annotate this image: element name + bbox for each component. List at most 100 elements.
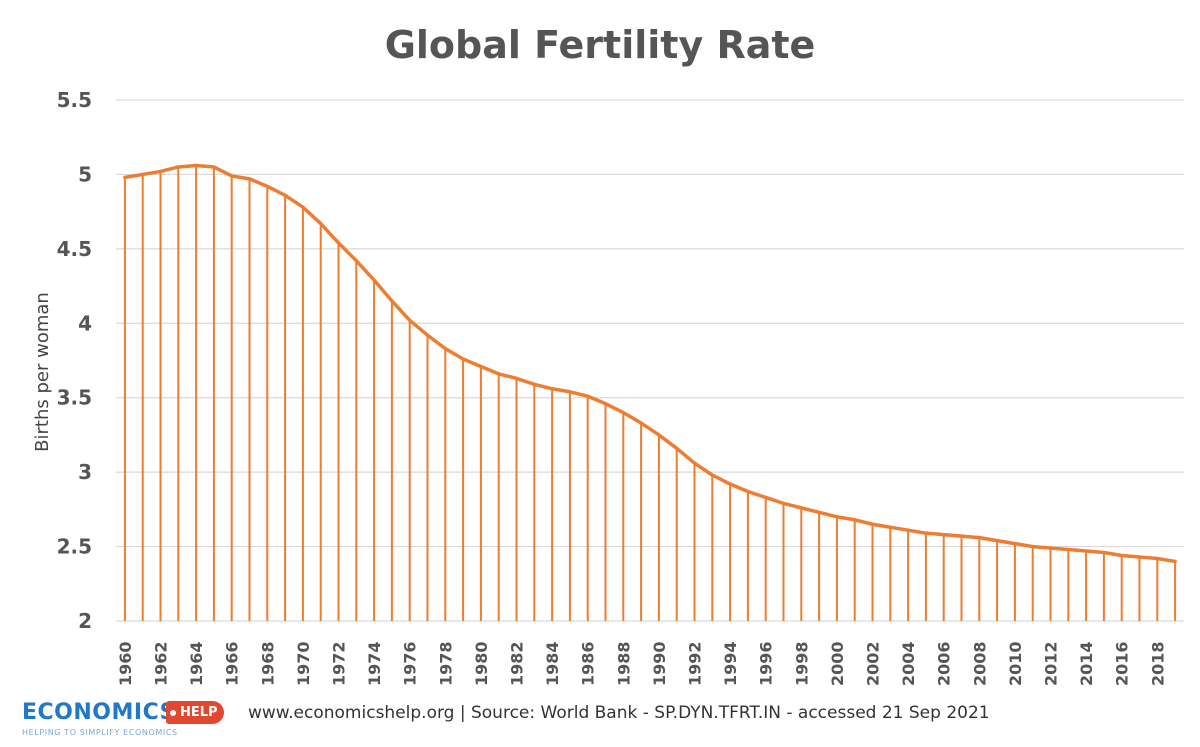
data-point-1972	[337, 241, 340, 245]
data-point-2014	[1084, 549, 1088, 553]
data-point-2005	[924, 531, 928, 535]
data-point-1982	[515, 376, 518, 380]
data-point-1976	[408, 318, 412, 322]
data-point-1969	[283, 193, 287, 197]
x-tick-label: 2010	[1006, 641, 1025, 686]
data-point-1988	[621, 411, 625, 415]
data-point-1961	[141, 172, 145, 176]
data-point-1980	[479, 364, 483, 368]
data-point-1968	[265, 184, 269, 188]
x-tick-label: 1998	[792, 641, 811, 686]
economicshelp-logo[interactable]: ECONOMICS HELP HELPING TO SIMPLIFY ECONO…	[22, 698, 224, 740]
series	[123, 163, 1177, 564]
data-point-2011	[1031, 545, 1035, 549]
x-tick-label: 1968	[258, 641, 277, 686]
data-point-2012	[1049, 546, 1052, 550]
data-point-1970	[301, 205, 305, 209]
data-point-2010	[1013, 542, 1017, 546]
y-tick-label: 2.5	[57, 535, 92, 559]
logo-word: ECONOMICS	[22, 700, 176, 725]
x-tick-label: 1972	[330, 641, 349, 686]
data-point-1992	[693, 461, 696, 465]
data-point-1960	[123, 175, 127, 179]
data-point-2016	[1120, 554, 1124, 558]
data-point-2003	[888, 525, 892, 529]
x-tick-label: 1988	[614, 641, 633, 686]
x-tick-label: 2016	[1113, 641, 1132, 686]
x-tick-label: 1982	[508, 641, 527, 686]
data-point-1999	[817, 510, 821, 514]
logo-tagline: HELPING TO SIMPLIFY ECONOMICS	[22, 728, 178, 737]
data-point-1975	[390, 299, 394, 303]
footer: ECONOMICS HELP HELPING TO SIMPLIFY ECONO…	[0, 693, 1200, 743]
data-point-1985	[568, 390, 572, 394]
x-tick-label: 1962	[152, 641, 171, 686]
x-tick-label: 1986	[579, 641, 598, 686]
data-point-1974	[372, 278, 376, 282]
x-tick-labels: 1960 1962 1964 1966 1968 1970 1972 1974 1976 1978…	[116, 641, 1167, 686]
data-point-2015	[1102, 551, 1106, 555]
y-tick-label: 3.5	[57, 386, 92, 410]
x-tick-label: 1980	[472, 641, 491, 686]
data-point-1986	[586, 394, 590, 398]
data-point-2001	[853, 518, 857, 522]
x-tick-label: 2000	[828, 641, 847, 686]
series-line	[123, 163, 1177, 564]
data-point-2018	[1155, 556, 1159, 560]
data-point-1967	[248, 177, 251, 181]
x-tick-label: 2018	[1148, 641, 1167, 686]
data-point-2019	[1173, 559, 1177, 563]
x-tick-label: 1984	[543, 641, 562, 686]
logo-tag: HELP	[166, 701, 224, 724]
data-point-1979	[461, 357, 465, 361]
data-point-1996	[764, 495, 768, 499]
data-point-1991	[675, 446, 679, 450]
drop-lines	[123, 165, 1177, 621]
data-point-1998	[799, 506, 803, 510]
x-tick-label: 2002	[864, 641, 883, 686]
data-point-1987	[604, 402, 607, 406]
data-point-2004	[906, 528, 910, 532]
data-point-1962	[159, 169, 162, 173]
y-tick-label: 4	[78, 311, 92, 335]
data-point-1995	[746, 489, 750, 493]
data-point-1981	[497, 372, 501, 376]
y-tick-label: 5.5	[57, 88, 92, 112]
x-tick-label: 1996	[757, 641, 776, 686]
x-tick-label: 1978	[436, 641, 455, 686]
x-tick-label: 1990	[650, 641, 669, 686]
y-tick-label: 4.5	[57, 237, 92, 261]
x-tick-label: 1974	[365, 641, 384, 686]
data-point-1993	[710, 473, 714, 477]
data-point-1973	[354, 259, 358, 263]
y-tick-label: 2	[78, 609, 92, 633]
x-tick-label: 1976	[401, 641, 420, 686]
gridlines	[116, 99, 1184, 622]
data-point-2002	[871, 522, 874, 526]
data-point-1983	[532, 382, 536, 386]
y-tick-labels: 5.5 5 4.5 4 3.5 3 2.5 2	[57, 88, 92, 633]
x-tick-label: 2004	[899, 641, 918, 686]
x-tick-label: 2012	[1042, 641, 1061, 686]
data-point-1964	[194, 163, 198, 167]
x-tick-label: 2014	[1077, 641, 1096, 686]
y-axis-label: Births per woman	[32, 292, 53, 452]
data-point-2017	[1138, 555, 1141, 559]
x-tick-label: 1994	[721, 641, 740, 686]
data-point-1965	[212, 165, 216, 169]
data-point-1984	[550, 387, 554, 391]
y-tick-label: 5	[78, 162, 92, 186]
x-tick-label: 1970	[294, 641, 313, 686]
data-point-1963	[176, 165, 180, 169]
data-point-1977	[426, 333, 429, 337]
data-point-2000	[835, 515, 839, 519]
x-tick-label: 1960	[116, 641, 135, 686]
source-note: www.economicshelp.org | Source: World Ba…	[248, 703, 990, 723]
x-tick-label: 2008	[970, 641, 989, 686]
data-point-1990	[657, 433, 661, 437]
x-tick-label: 2006	[935, 641, 954, 686]
data-point-2006	[942, 533, 946, 537]
data-point-1994	[728, 482, 732, 486]
data-point-2007	[960, 534, 963, 538]
data-point-2009	[995, 539, 999, 543]
